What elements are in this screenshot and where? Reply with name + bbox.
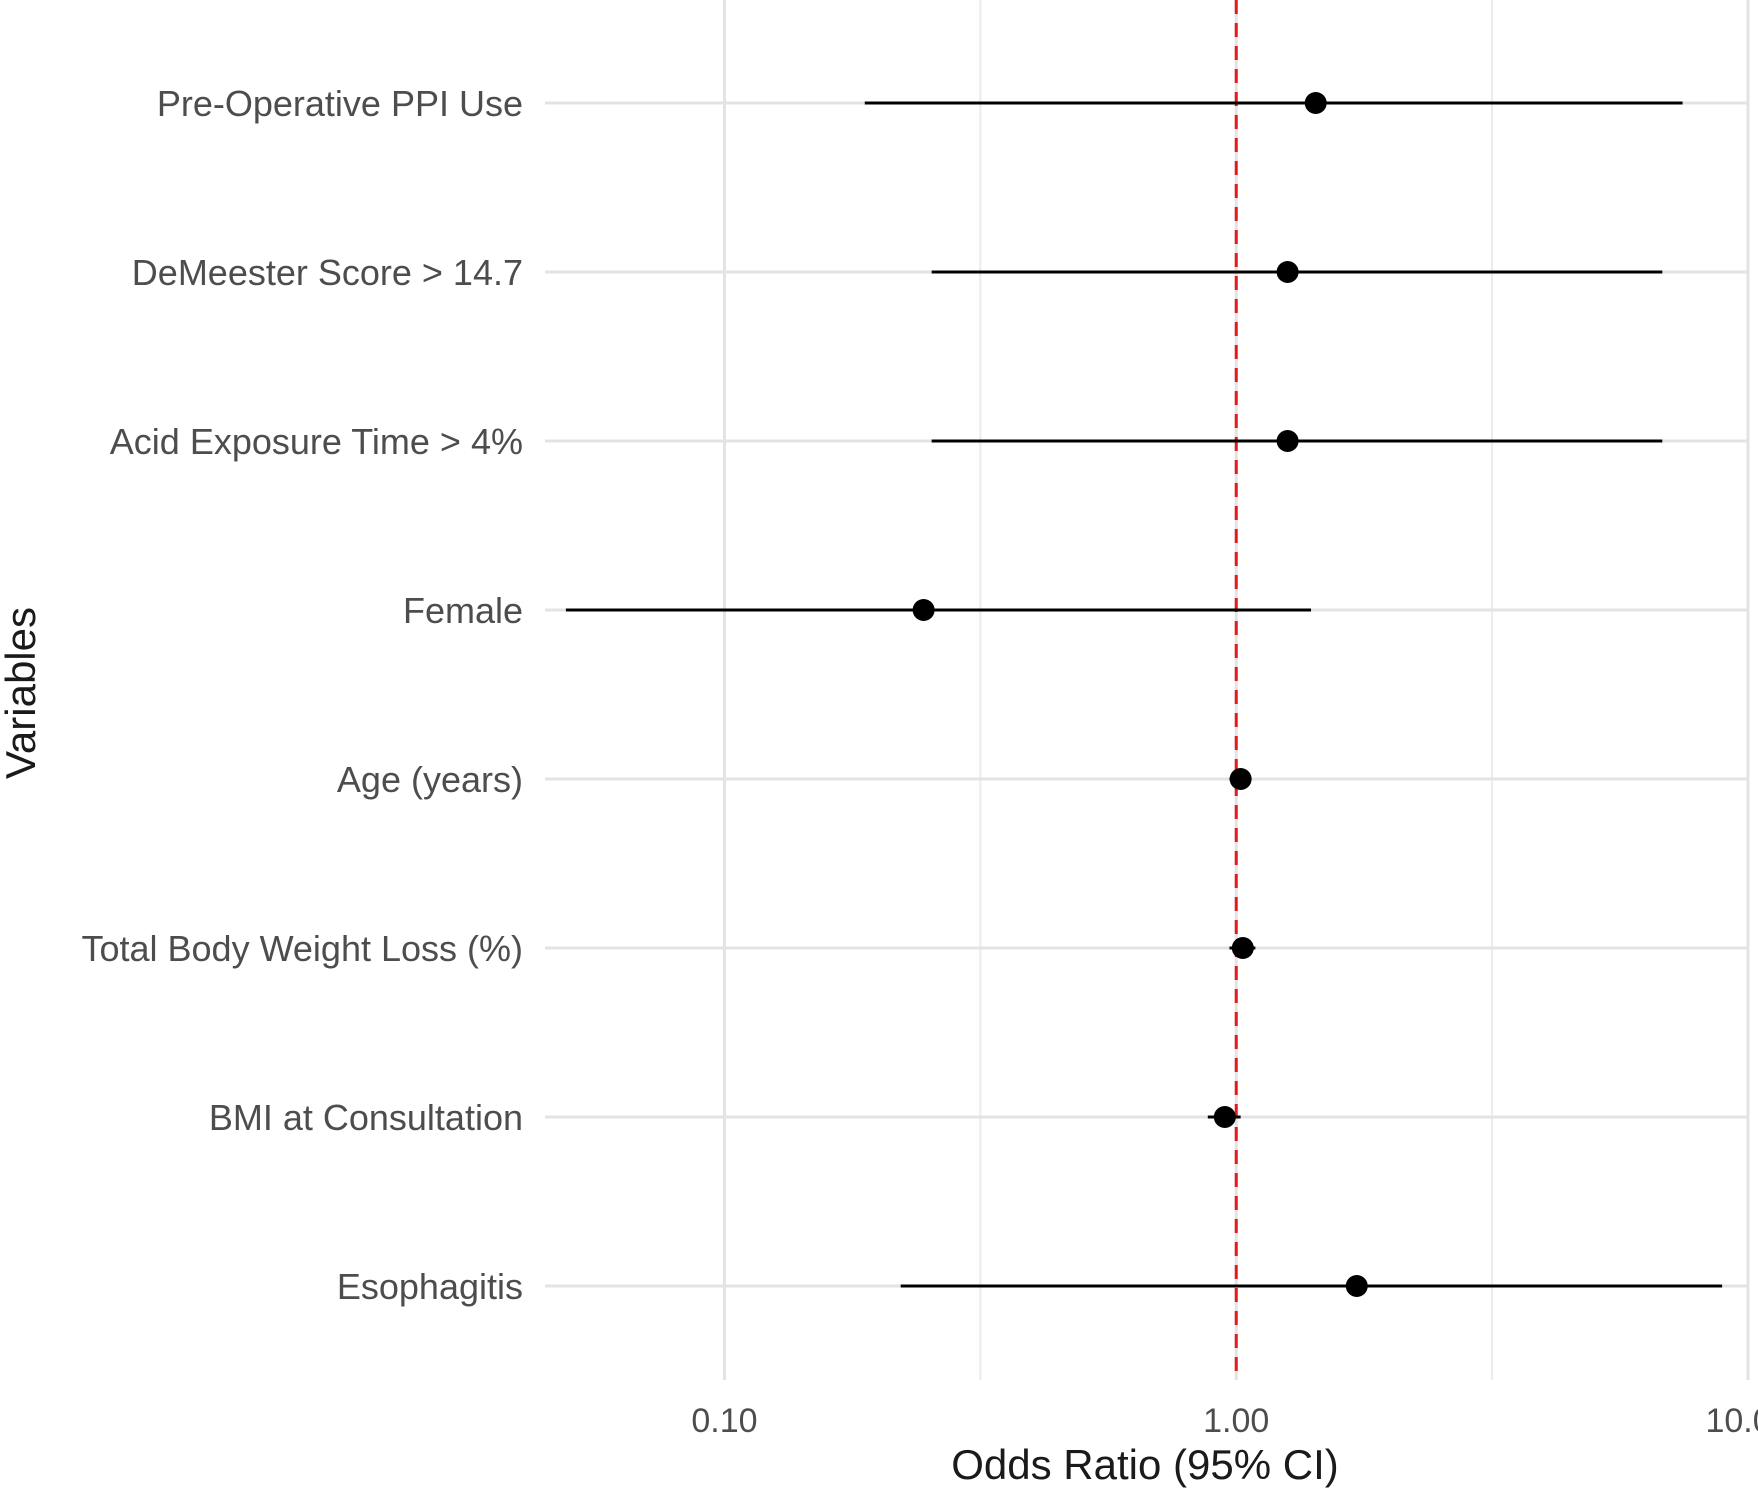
or-point <box>912 599 935 621</box>
or-point <box>1231 937 1254 959</box>
or-point <box>1276 430 1299 452</box>
y-axis-title: Variables <box>0 607 44 779</box>
y-tick-labels: Pre-Operative PPI Use DeMeester Score > 1… <box>81 83 523 1307</box>
or-point <box>1213 1106 1236 1128</box>
y-tick-label: Esophagitis <box>337 1266 523 1307</box>
or-point <box>1345 1275 1368 1297</box>
y-tick-label: Female <box>403 590 523 631</box>
x-tick-label: 1.00 <box>1203 1402 1269 1440</box>
x-tick-label: 0.10 <box>691 1402 757 1440</box>
or-point <box>1304 92 1327 114</box>
x-axis-title: Odds Ratio (95% CI) <box>951 1441 1338 1488</box>
y-tick-label: Pre-Operative PPI Use <box>157 83 523 124</box>
y-tick-label: Age (years) <box>337 759 523 800</box>
or-point <box>1276 261 1299 283</box>
or-point <box>1229 768 1252 790</box>
y-tick-label: Acid Exposure Time > 4% <box>110 421 523 462</box>
minor-x-gridlines <box>979 0 1494 1380</box>
y-tick-label: BMI at Consultation <box>209 1097 523 1138</box>
x-tick-labels: 0.10 1.00 10.00 <box>691 1402 1758 1440</box>
y-tick-label: DeMeester Score > 14.7 <box>132 252 523 293</box>
odds-ratio-points <box>912 92 1368 1297</box>
y-tick-label: Total Body Weight Loss (%) <box>81 928 523 969</box>
x-tick-label: 10.00 <box>1705 1402 1758 1440</box>
